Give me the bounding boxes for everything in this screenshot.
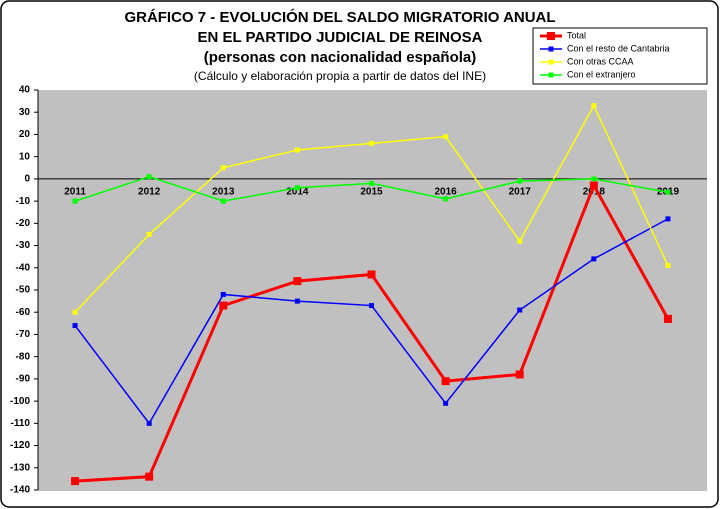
y-tick-label: -30 (16, 240, 31, 251)
marker (443, 134, 449, 140)
y-tick-label: 40 (19, 85, 31, 96)
marker (517, 178, 523, 184)
marker (220, 291, 226, 297)
marker (515, 370, 524, 379)
legend-swatch (547, 32, 555, 40)
marker (146, 231, 152, 237)
y-tick-label: 20 (19, 129, 31, 140)
x-tick-label: 2013 (212, 187, 235, 198)
marker (443, 400, 449, 406)
x-tick-label: 2011 (64, 187, 86, 198)
marker (71, 477, 80, 486)
marker (146, 174, 152, 180)
legend-label: Con el extranjero (567, 69, 636, 79)
marker (146, 420, 152, 426)
marker (443, 196, 449, 202)
chart-title: GRÁFICO 7 - EVOLUCIÓN DEL SALDO MIGRATOR… (124, 8, 555, 26)
marker (367, 270, 376, 279)
y-tick-label: -100 (10, 396, 30, 407)
marker (517, 307, 523, 313)
marker (369, 140, 374, 146)
chart-title: EN EL PARTIDO JUDICIAL DE REINOSA (197, 29, 482, 46)
marker (294, 147, 300, 153)
legend-swatch (548, 72, 554, 78)
marker (293, 277, 302, 286)
marker (145, 472, 154, 481)
marker (517, 238, 523, 244)
y-tick-label: -120 (10, 440, 30, 451)
y-tick-label: -40 (16, 262, 31, 273)
marker (294, 185, 300, 191)
legend-label: Con el resto de Cantabria (567, 43, 670, 53)
marker (441, 377, 450, 386)
marker (591, 103, 597, 109)
legend-swatch (548, 59, 554, 65)
y-tick-label: -80 (16, 351, 31, 362)
y-tick-label: -10 (16, 196, 31, 207)
legend-label: Total (567, 30, 586, 40)
marker (663, 314, 672, 323)
marker (591, 256, 597, 262)
y-tick-label: -130 (10, 462, 30, 473)
y-tick-label: -140 (10, 485, 30, 496)
y-tick-label: -60 (16, 307, 31, 318)
x-tick-label: 2012 (138, 187, 161, 198)
plot-area (38, 90, 707, 491)
x-tick-label: 2014 (286, 187, 309, 198)
x-tick-label: 2016 (434, 187, 457, 198)
y-tick-label: -20 (16, 218, 31, 229)
x-tick-label: 2015 (360, 187, 383, 198)
marker (665, 216, 671, 222)
x-tick-label: 2018 (583, 187, 606, 198)
marker (665, 189, 671, 195)
legend-swatch (548, 46, 554, 52)
marker (294, 298, 300, 304)
legend-label: Con otras CCAA (567, 56, 634, 66)
y-tick-label: 10 (19, 151, 31, 162)
marker (220, 198, 226, 204)
x-tick-label: 2017 (509, 187, 532, 198)
y-tick-label: -50 (16, 285, 31, 296)
marker (72, 309, 78, 315)
marker (369, 180, 374, 186)
marker (369, 303, 374, 309)
y-tick-label: 30 (19, 107, 31, 118)
marker (589, 181, 598, 190)
y-tick-label: -90 (16, 374, 31, 385)
marker (665, 263, 671, 269)
marker (219, 301, 228, 310)
y-tick-label: 0 (24, 174, 30, 185)
y-tick-label: -110 (11, 418, 31, 429)
marker (72, 198, 78, 204)
marker (591, 176, 597, 182)
marker (220, 165, 226, 171)
y-tick-label: -70 (16, 329, 31, 340)
chart-note: (Cálculo y elaboración propia a partir d… (194, 69, 486, 83)
chart-subtitle: (personas con nacionalidad española) (204, 49, 477, 66)
marker (72, 323, 78, 329)
